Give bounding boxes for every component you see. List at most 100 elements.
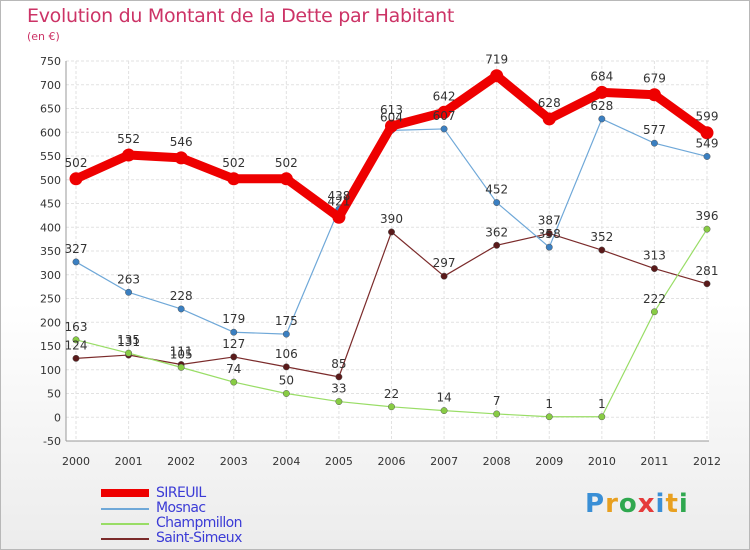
data-point (335, 398, 343, 406)
y-tick-label: 450 (40, 198, 61, 211)
series-lines (69, 69, 714, 421)
y-tick-label: 300 (40, 269, 61, 282)
legend-swatch (101, 489, 149, 497)
data-label: 577 (643, 123, 666, 137)
data-label: 14 (436, 391, 451, 405)
data-label: 362 (485, 225, 508, 239)
y-tick-label: 350 (40, 245, 61, 258)
data-label: 33 (331, 382, 346, 396)
data-point (385, 119, 398, 133)
data-label: 599 (696, 110, 719, 124)
x-tick-label: 2009 (535, 455, 563, 468)
data-label: 85 (331, 357, 346, 371)
data-point (650, 265, 658, 273)
brand-letter: t (665, 489, 679, 519)
data-label: 7 (493, 394, 501, 408)
data-label: 628 (590, 99, 613, 113)
data-point (177, 363, 185, 371)
data-point (650, 308, 658, 316)
data-label: 679 (643, 72, 666, 86)
data-point (122, 148, 136, 162)
data-label: 281 (696, 264, 719, 278)
data-label: 613 (380, 103, 403, 117)
data-label: 74 (226, 362, 241, 376)
data-point (493, 410, 501, 418)
data-point (437, 105, 451, 119)
data-point (598, 246, 606, 254)
data-point (174, 151, 188, 165)
data-label: 327 (65, 242, 88, 256)
data-label: 502 (275, 156, 298, 170)
data-label: 127 (222, 337, 245, 351)
data-point (598, 115, 606, 123)
x-tick-label: 2005 (325, 455, 353, 468)
y-tick-label: 500 (40, 174, 61, 187)
data-label: 1 (598, 397, 606, 411)
y-tick-label: 50 (47, 388, 61, 401)
data-point (72, 354, 80, 362)
y-tick-label: 250 (40, 293, 61, 306)
y-tick-label: 100 (40, 364, 61, 377)
y-tick-label: 550 (40, 150, 61, 163)
x-tick-label: 2010 (588, 455, 616, 468)
data-point (440, 407, 448, 415)
x-tick-label: 2008 (483, 455, 511, 468)
legend-label: Saint-Simeux (156, 530, 242, 546)
data-point (177, 305, 185, 313)
data-point (282, 390, 290, 397)
line-chart: -500501001502002503003504004505005506006… (40, 53, 721, 468)
brand-letter: i (655, 489, 666, 519)
data-point (230, 378, 238, 386)
data-point (388, 228, 395, 236)
brand-letter: P (585, 489, 606, 519)
x-tick-label: 2004 (272, 455, 300, 468)
brand-letter: o (618, 489, 638, 519)
y-tick-label: 400 (40, 221, 61, 234)
data-point (125, 349, 133, 357)
data-point (440, 272, 448, 280)
data-label: 642 (433, 89, 456, 103)
data-label: 175 (275, 314, 298, 328)
data-label: 135 (117, 333, 140, 347)
data-label: 50 (279, 374, 294, 388)
data-label: 358 (538, 227, 561, 241)
data-label: 502 (65, 156, 88, 170)
chart-title: Evolution du Montant de la Dette par Hab… (27, 5, 455, 27)
x-tick-label: 2011 (640, 455, 668, 468)
data-label: 1 (545, 397, 553, 411)
data-point (545, 243, 553, 251)
legend-label: Champmillon (156, 515, 243, 531)
brand-letter: i (678, 489, 689, 519)
brand-letter: x (637, 489, 656, 519)
data-point (650, 139, 658, 147)
brand-letter: r (605, 489, 619, 519)
data-point (490, 69, 504, 83)
data-label: 179 (222, 312, 245, 326)
data-point (72, 258, 80, 266)
x-tick-label: 2007 (430, 455, 458, 468)
data-point (282, 363, 290, 371)
data-point (493, 241, 501, 249)
axes: -500501001502002503003504004505005506006… (40, 55, 721, 468)
data-point (493, 199, 501, 207)
data-label: 549 (696, 136, 719, 150)
data-point (703, 153, 711, 160)
data-label: 313 (643, 249, 666, 263)
data-label: 607 (433, 109, 456, 123)
data-label: 263 (117, 272, 140, 286)
data-label: 111 (170, 345, 193, 359)
data-point (703, 280, 711, 288)
data-label: 628 (538, 96, 561, 110)
data-point (335, 373, 343, 381)
legend-swatch (101, 538, 149, 540)
data-label: 352 (590, 230, 613, 244)
data-label: 719 (485, 53, 508, 67)
legend-item-mosnac: Mosnac (101, 501, 361, 516)
data-point (595, 85, 609, 99)
x-tick-label: 2002 (167, 455, 195, 468)
data-point (230, 353, 238, 361)
data-label: 684 (590, 69, 613, 83)
legend-swatch (101, 523, 149, 525)
data-label: 131 (117, 335, 140, 349)
